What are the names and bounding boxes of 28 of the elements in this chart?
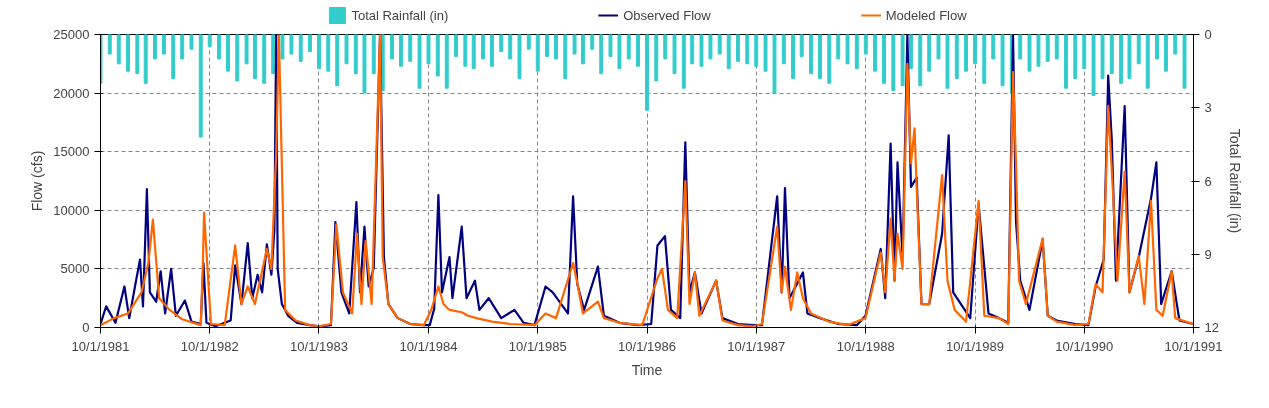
x-tick-label: 10/1/1985 — [508, 338, 567, 354]
y-tick-label: 25000 — [53, 27, 90, 42]
y-tick-label: 5000 — [60, 261, 90, 277]
x-tick-label: 10/1/1986 — [618, 338, 676, 354]
x-tick-label: 10/1/1991 — [1164, 338, 1223, 354]
y-tick-label: 15000 — [53, 144, 90, 160]
y2-tick-label: 3 — [1204, 100, 1212, 116]
y2-tick-label: 12 — [1204, 320, 1219, 335]
y2-axis-title: Total Rainfall (in) — [1226, 128, 1243, 234]
legend-label: Modeled Flow — [885, 7, 967, 23]
legend-label: Observed Flow — [623, 7, 711, 23]
x-tick-label: 10/1/1989 — [946, 338, 1004, 354]
y2-tick-label: 9 — [1204, 246, 1212, 262]
y-tick-label: 10000 — [53, 202, 90, 218]
y-tick-label: 20000 — [53, 85, 90, 101]
x-tick-label: 10/1/1981 — [71, 338, 130, 354]
x-tick-label: 10/1/1983 — [290, 338, 348, 354]
y2-tick-label: 6 — [1204, 173, 1212, 189]
x-tick-label: 10/1/1990 — [1055, 338, 1114, 354]
y-axis-title: Flow (cfs) — [29, 150, 46, 212]
x-axis-title: Time — [631, 361, 663, 378]
y-tick-label: 0 — [82, 320, 90, 335]
x-tick-label: 10/1/1988 — [836, 338, 895, 354]
legend-label: Total Rainfall (in) — [351, 7, 449, 23]
y2-tick-label: 0 — [1204, 27, 1212, 42]
x-tick-label: 10/1/1984 — [399, 338, 458, 354]
x-tick-label: 10/1/1987 — [727, 338, 786, 354]
x-tick-label: 10/1/1982 — [180, 338, 239, 354]
